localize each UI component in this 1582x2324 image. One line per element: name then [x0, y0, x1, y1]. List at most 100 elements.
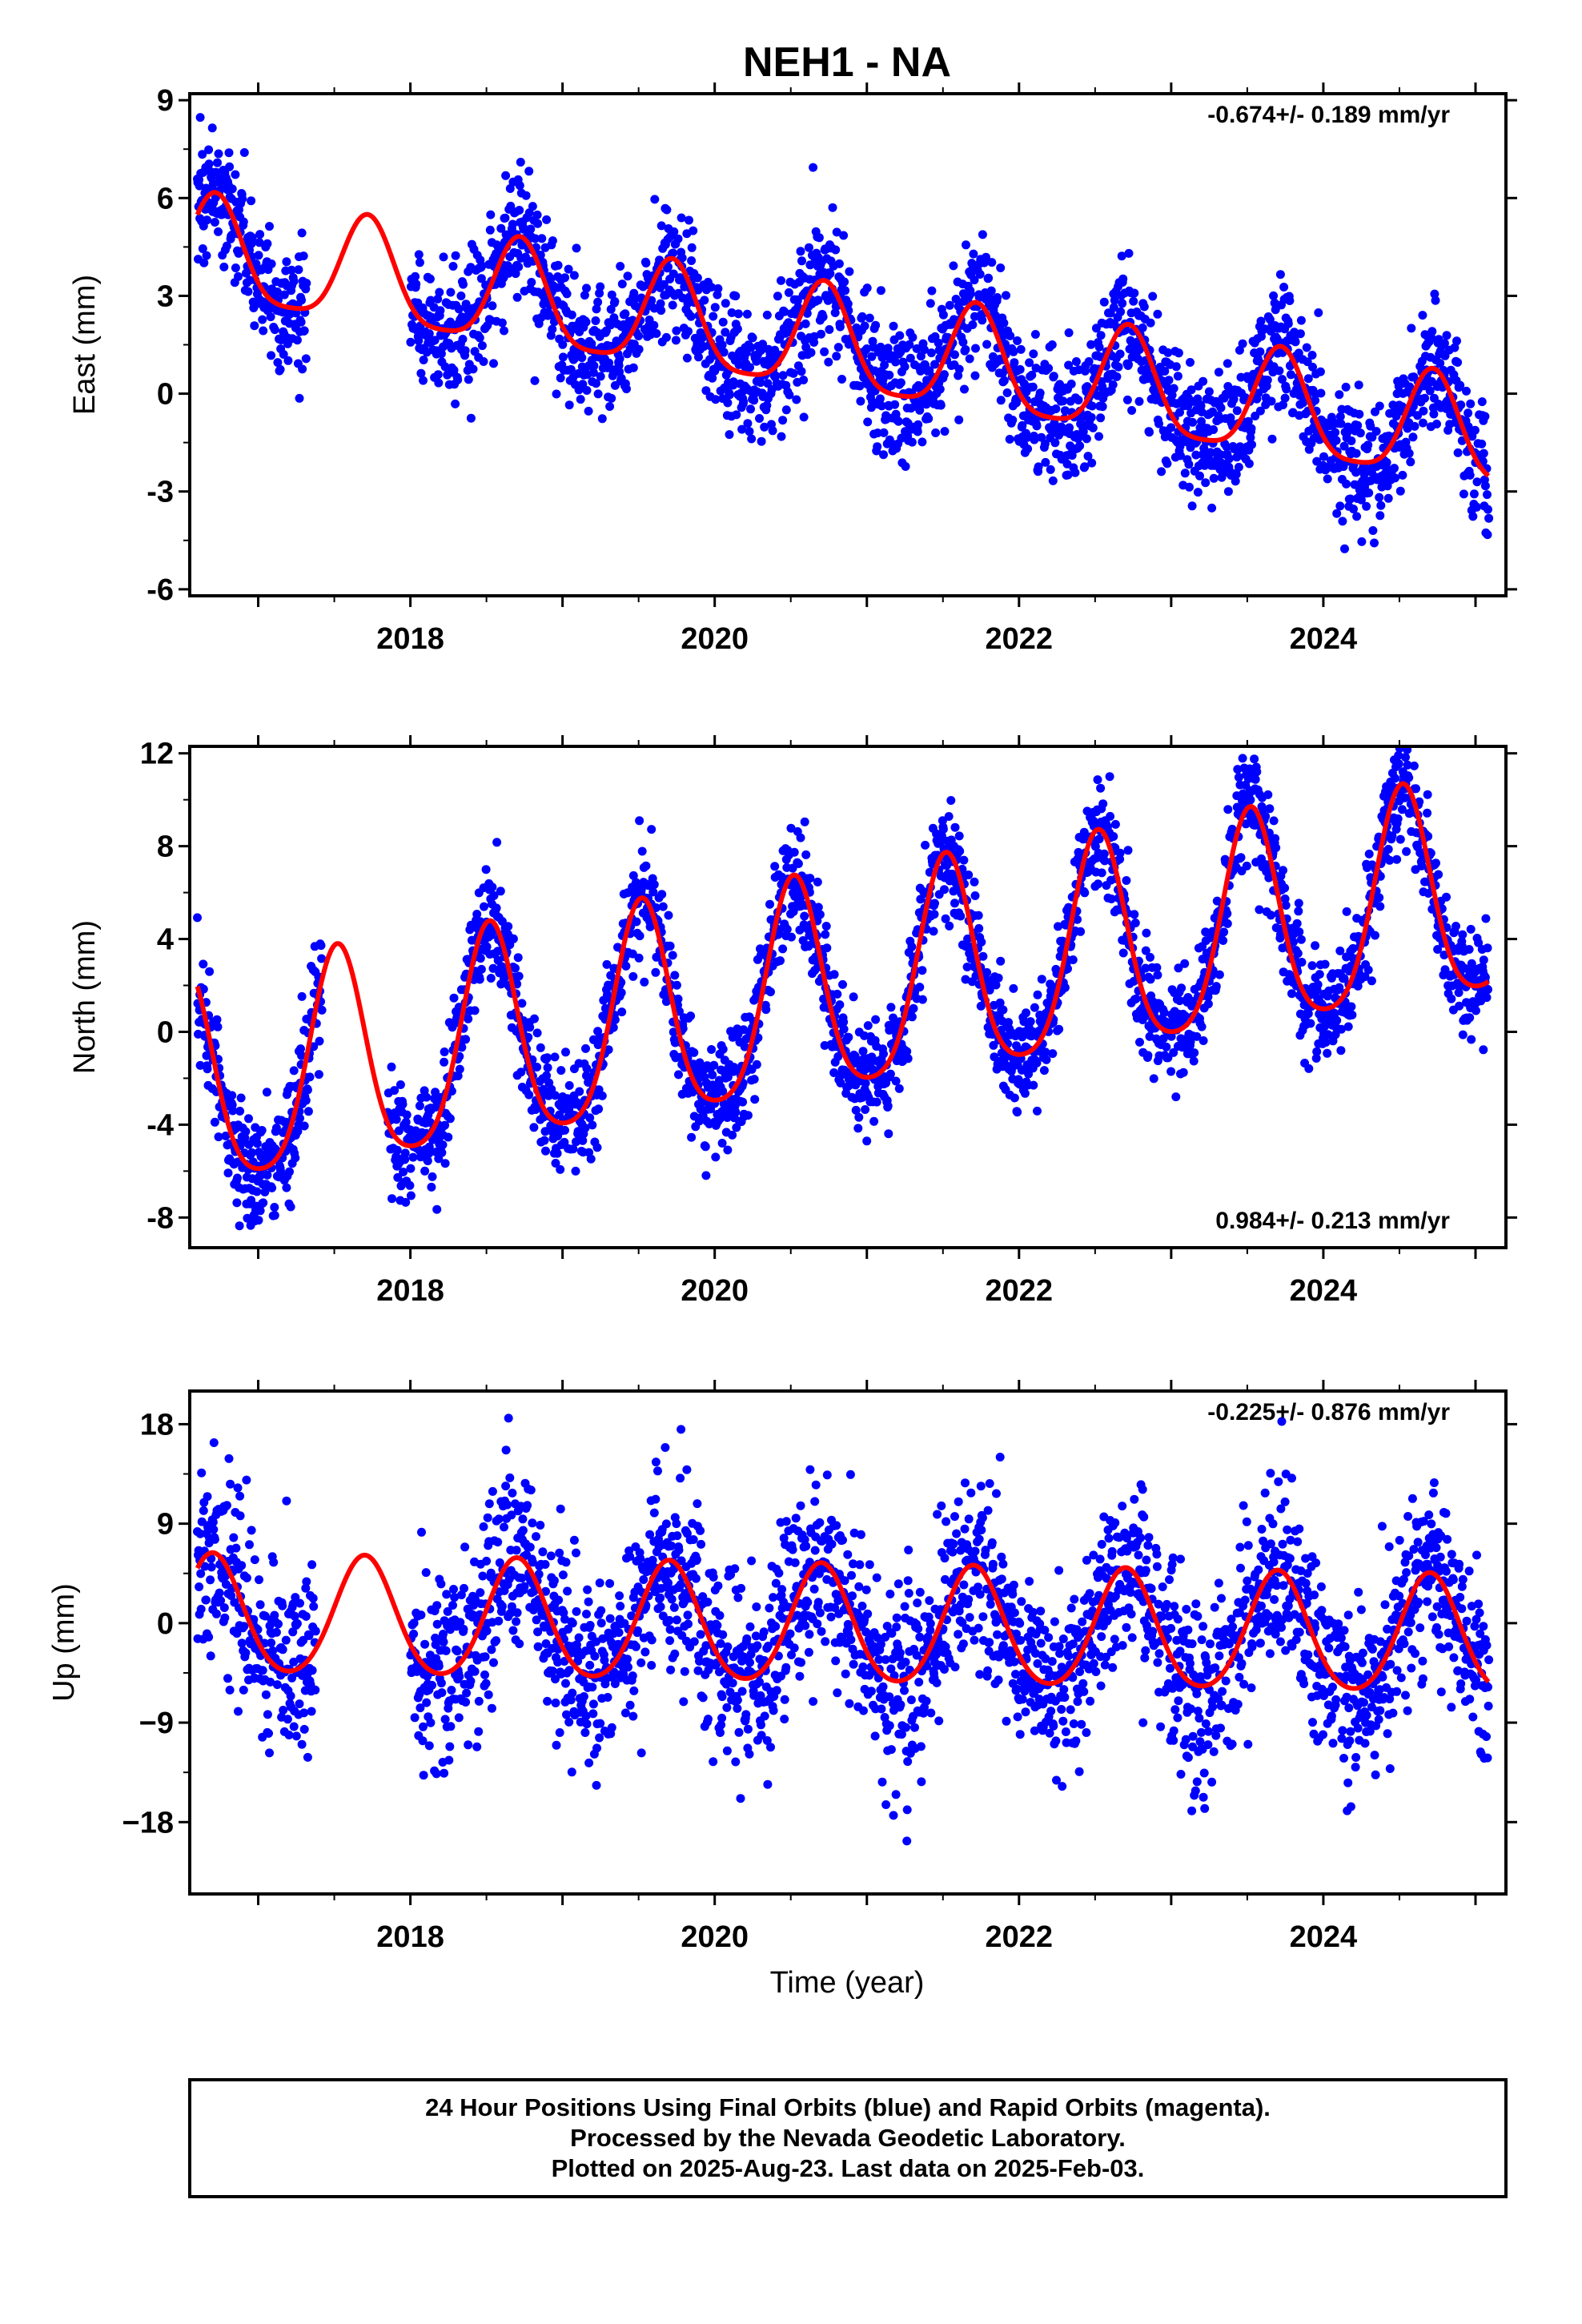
data-point: [970, 312, 979, 321]
data-point: [564, 400, 574, 410]
data-point: [296, 1044, 305, 1054]
data-point: [875, 394, 885, 404]
data-point: [833, 1051, 843, 1061]
data-point: [930, 899, 939, 908]
data-point: [717, 340, 727, 350]
y-tick-label: 9: [157, 84, 174, 118]
data-point: [569, 271, 579, 280]
data-point: [453, 375, 463, 384]
data-point: [1029, 1080, 1038, 1090]
data-point: [1312, 1047, 1322, 1056]
data-point: [778, 416, 788, 425]
data-point: [1294, 907, 1303, 916]
data-point: [1304, 1063, 1314, 1073]
data-point: [1302, 343, 1311, 352]
data-point: [1278, 375, 1287, 384]
data-point: [1159, 1008, 1169, 1017]
data-point: [700, 296, 709, 305]
data-point: [614, 361, 624, 370]
data-point: [486, 210, 496, 219]
data-point: [949, 261, 958, 271]
data-point: [876, 286, 885, 296]
data-point: [999, 318, 1009, 328]
data-point: [405, 1180, 415, 1190]
data-point: [516, 1068, 526, 1077]
data-point: [1266, 911, 1275, 920]
data-point: [821, 922, 831, 931]
data-point: [596, 372, 605, 381]
data-point: [305, 1072, 315, 1082]
data-point: [1427, 327, 1437, 336]
data-point: [978, 316, 987, 325]
data-point: [1280, 393, 1290, 403]
model-curve: [195, 190, 1491, 478]
data-point: [651, 967, 661, 977]
data-point: [1223, 805, 1233, 814]
data-point: [907, 437, 917, 447]
data-point: [419, 376, 428, 385]
data-point: [955, 846, 965, 856]
data-point: [299, 1121, 309, 1131]
data-point: [1408, 432, 1418, 442]
data-point: [862, 344, 872, 353]
data-point: [1191, 450, 1201, 460]
data-point: [551, 1091, 560, 1100]
data-point: [508, 219, 517, 229]
data-point: [279, 290, 289, 300]
data-point: [873, 442, 882, 452]
data-point: [428, 1172, 437, 1181]
data-point: [1117, 251, 1126, 261]
data-point: [584, 406, 593, 416]
data-point: [1315, 367, 1325, 376]
data-point: [448, 262, 458, 271]
data-point: [544, 308, 553, 317]
data-point: [1174, 348, 1183, 358]
data-point: [552, 389, 561, 399]
data-point: [743, 1111, 753, 1120]
data-point: [789, 847, 799, 857]
data-point: [512, 292, 522, 302]
data-point: [916, 352, 926, 361]
data-point: [977, 937, 986, 947]
data-point: [1154, 419, 1163, 428]
data-point: [1484, 505, 1492, 514]
data-point: [1067, 451, 1077, 460]
data-point: [317, 1005, 327, 1015]
data-point: [1332, 509, 1342, 518]
data-point: [658, 902, 668, 911]
data-point: [1166, 1067, 1176, 1076]
data-point: [1020, 1088, 1030, 1098]
data-point: [1267, 396, 1276, 406]
data-point: [542, 1071, 552, 1080]
data-point: [239, 217, 248, 227]
data-point: [1207, 503, 1217, 513]
data-point: [1099, 297, 1109, 307]
data-point: [857, 312, 867, 321]
data-point: [1287, 989, 1296, 999]
data-point: [713, 283, 723, 293]
data-point: [987, 258, 997, 267]
data-point: [1469, 489, 1479, 499]
data-point: [568, 1144, 578, 1154]
data-point: [457, 1043, 467, 1052]
data-point: [920, 345, 929, 355]
data-point: [889, 321, 898, 331]
data-point: [1070, 468, 1080, 477]
data-point: [415, 258, 424, 267]
data-point: [780, 307, 789, 316]
data-point: [437, 1148, 447, 1157]
data-point: [1439, 339, 1449, 348]
data-point: [974, 923, 984, 933]
data-point: [1272, 334, 1282, 344]
data-point: [420, 1166, 430, 1176]
data-point: [917, 995, 927, 1004]
data-point: [1357, 537, 1367, 546]
data-point: [406, 1191, 416, 1200]
y-tick-label: -6: [147, 573, 174, 607]
data-point: [1193, 488, 1203, 497]
data-point: [734, 360, 744, 369]
data-point: [247, 1196, 256, 1205]
data-point: [1071, 357, 1081, 366]
data-point: [511, 269, 520, 279]
